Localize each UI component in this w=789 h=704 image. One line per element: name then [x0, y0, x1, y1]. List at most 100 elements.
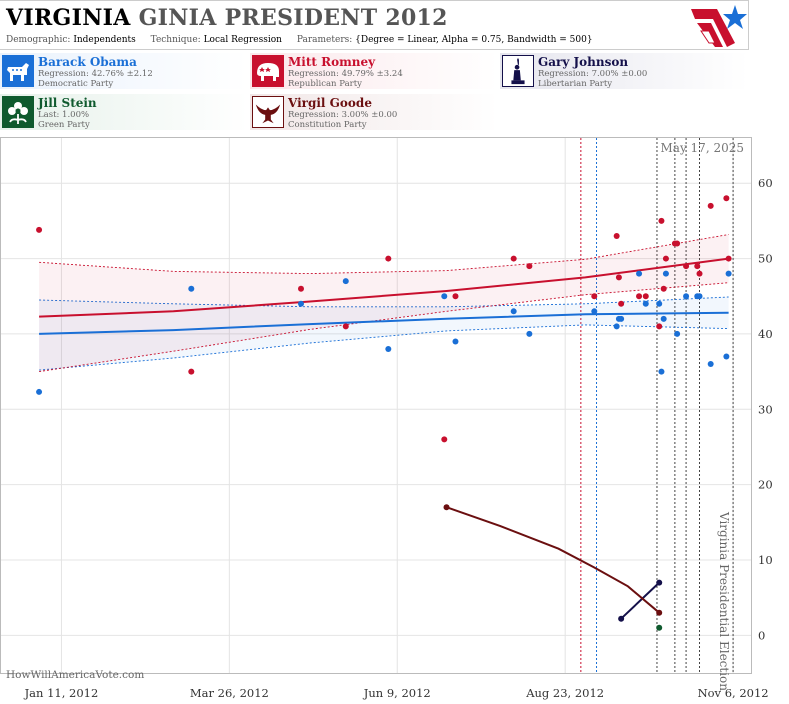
data-point: [526, 330, 533, 337]
candidate-party: Democratic Party: [38, 79, 114, 89]
trend-line: [446, 506, 660, 614]
candidate-name: Virgil Goode: [288, 96, 372, 110]
demographic-label: Demographic:: [6, 35, 71, 45]
parameters-line: Demographic: Independents Technique: Loc…: [6, 35, 605, 45]
eagle-icon: [252, 96, 284, 128]
candidate-card-goode[interactable]: Virgil Goode Regression: 3.00% ±0.00 Con…: [250, 94, 498, 130]
candidate-name: Gary Johnson: [538, 55, 629, 69]
candidate-stat: Regression: 42.76% ±2.12: [38, 69, 153, 79]
demographic-value: Independents: [73, 35, 136, 45]
data-point: [618, 315, 625, 322]
data-point: [188, 368, 195, 375]
candidate-name: Barack Obama: [38, 55, 137, 69]
title-state: VIRGINIA: [6, 5, 131, 31]
data-point: [618, 615, 625, 622]
data-point: [342, 278, 349, 285]
page-title: VIRGINIA GINIA PRESIDENT 2012: [6, 5, 448, 31]
data-point: [642, 293, 649, 300]
data-point: [696, 293, 703, 300]
trend-line: [39, 257, 729, 318]
data-point: [658, 368, 665, 375]
technique-value: Local Regression: [203, 35, 282, 45]
date-stamp: May 17, 2025: [661, 141, 744, 155]
data-point: [342, 323, 349, 330]
data-point: [591, 308, 598, 315]
data-point: [683, 293, 690, 300]
data-point: [656, 579, 663, 586]
data-point: [723, 353, 730, 360]
trend-line: [39, 311, 729, 335]
data-point: [452, 293, 459, 300]
y-tick-label: 20: [758, 478, 773, 492]
site-logo-icon: [691, 5, 747, 47]
band-lower-line: [39, 324, 729, 371]
parameters-label: Parameters:: [296, 35, 353, 45]
data-point: [298, 285, 304, 292]
candidate-stat: Regression: 3.00% ±0.00: [288, 110, 398, 120]
data-point: [298, 300, 304, 307]
elephant-icon: [252, 55, 284, 87]
data-point: [660, 285, 667, 292]
candidate-party: Republican Party: [288, 79, 362, 89]
band-lower-line: [39, 282, 729, 373]
y-tick-label: 40: [758, 327, 773, 341]
data-point: [452, 338, 459, 345]
candidate-party: Constitution Party: [288, 120, 367, 130]
data-point: [510, 308, 517, 315]
data-point: [707, 361, 714, 368]
y-tick-label: 0: [758, 628, 765, 642]
data-point: [674, 240, 681, 247]
data-point: [36, 226, 43, 233]
data-point: [613, 323, 620, 330]
x-tick-label: Jun 9, 2012: [363, 686, 431, 700]
data-point: [694, 263, 701, 270]
data-point: [188, 285, 195, 292]
candidate-card-romney[interactable]: Mitt Romney Regression: 49.79% ±3.24 Rep…: [250, 53, 498, 89]
data-point: [441, 293, 448, 300]
data-point: [591, 293, 598, 300]
data-point: [636, 293, 643, 300]
x-tick-label: Mar 26, 2012: [190, 686, 269, 700]
x-tick-label: Nov 6, 2012: [698, 686, 769, 700]
candidate-stat: Regression: 7.00% ±0.00: [538, 69, 648, 79]
data-point: [662, 255, 669, 262]
header-bar: VIRGINIA GINIA PRESIDENT 2012 Demographi…: [0, 0, 749, 50]
band-upper-line: [39, 234, 729, 275]
candidate-card-johnson[interactable]: Gary Johnson Regression: 7.00% ±0.00 Lib…: [500, 53, 748, 89]
data-point: [613, 232, 620, 239]
data-point: [385, 255, 392, 262]
data-point: [441, 436, 448, 443]
watermark: HowWillAmericaVote.com: [6, 669, 144, 681]
candidate-card-obama[interactable]: Barack Obama Regression: 42.76% ±2.12 De…: [0, 53, 248, 89]
data-point: [674, 330, 681, 337]
candidate-name: Mitt Romney: [288, 55, 376, 69]
y-tick-label: 60: [758, 176, 773, 190]
data-point: [725, 255, 732, 262]
data-point: [725, 270, 732, 277]
y-tick-label: 10: [758, 553, 773, 567]
data-point: [443, 504, 450, 511]
x-tick-label: Aug 23, 2012: [525, 686, 604, 700]
liberty-statue-icon: [502, 55, 534, 87]
data-point: [385, 345, 392, 352]
candidate-card-stein[interactable]: Jill Stein Last: 1.00% Green Party: [0, 94, 248, 130]
title-rest: GINIA PRESIDENT 2012: [138, 5, 448, 31]
technique-label: Technique:: [150, 35, 201, 45]
data-point: [656, 323, 663, 330]
plot-area: [0, 137, 752, 674]
data-point: [618, 300, 625, 307]
data-point: [656, 300, 663, 307]
poll-chart: 0 10 20 30 40 50 60 Jan 11, 2012 Mar 26, 2012 Jun…: [0, 137, 773, 700]
data-point: [658, 217, 665, 224]
y-tick-label: 50: [758, 252, 773, 266]
data-point: [660, 315, 667, 322]
event-label: Virginia Presidential Election: [717, 511, 731, 691]
data-point: [36, 388, 43, 395]
donkey-icon: [2, 55, 34, 87]
flower-icon: [2, 96, 34, 128]
data-point: [642, 300, 649, 307]
candidate-stat: Regression: 49.79% ±3.24: [288, 69, 403, 79]
y-tick-label: 30: [758, 402, 773, 416]
confidence-band: [39, 234, 729, 372]
data-point: [723, 195, 730, 202]
